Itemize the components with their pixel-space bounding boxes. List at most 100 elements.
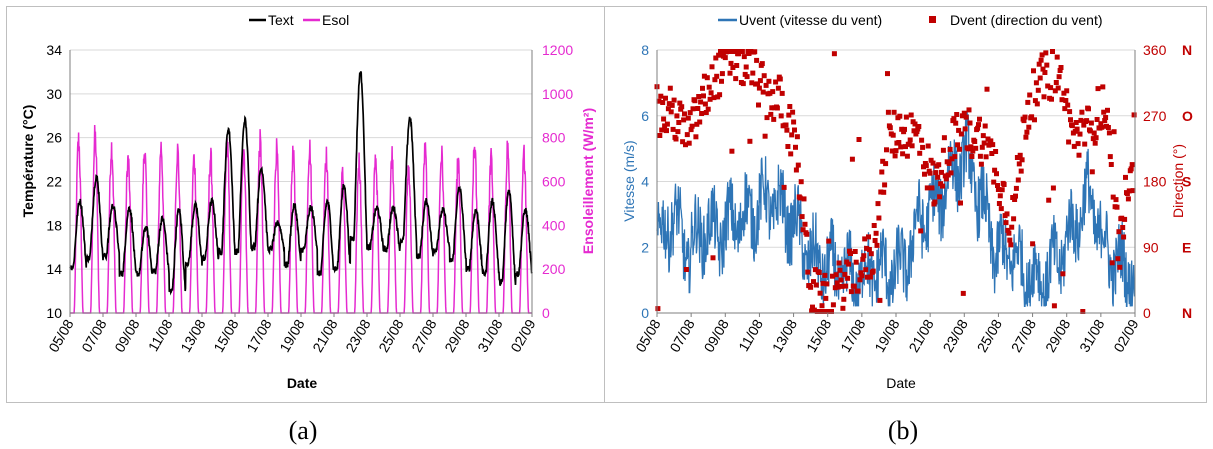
dvent-point xyxy=(1094,117,1100,122)
dvent-point xyxy=(885,71,890,77)
dvent-point xyxy=(683,267,689,272)
dvent-point xyxy=(848,251,853,256)
dvent-point xyxy=(873,230,879,236)
dvent-point xyxy=(1011,216,1017,222)
dvent-point xyxy=(810,304,815,310)
dvent-point xyxy=(1037,75,1043,81)
dvent-point xyxy=(908,112,914,118)
dvent-point xyxy=(859,273,865,279)
dvent-point xyxy=(870,268,876,274)
dvent-point xyxy=(1103,115,1109,120)
dvent-point xyxy=(862,236,868,242)
dvent-point xyxy=(1101,109,1107,115)
dvent-point xyxy=(1109,260,1115,266)
dvent-point xyxy=(676,120,682,125)
dvent-point xyxy=(942,173,948,179)
dvent-point xyxy=(848,289,854,295)
caption-a: (a) xyxy=(289,416,318,445)
dvent-point xyxy=(1013,185,1019,191)
dvent-point xyxy=(696,94,702,99)
dvent-point xyxy=(1046,197,1052,203)
dvent-point xyxy=(1117,264,1123,270)
dvent-point xyxy=(876,215,882,221)
dvent-point xyxy=(855,288,861,294)
dvent-point xyxy=(877,297,883,303)
dvent-point xyxy=(799,214,805,220)
dvent-point xyxy=(902,126,907,132)
dvent-point xyxy=(669,102,675,108)
dvent-point xyxy=(833,272,839,278)
y2-tick-label: 1000 xyxy=(542,86,573,102)
dvent-point xyxy=(866,234,871,240)
dvent-point xyxy=(995,183,1000,188)
dvent-point xyxy=(784,127,790,133)
dvent-point xyxy=(946,160,952,166)
dvent-point xyxy=(1078,117,1084,123)
dvent-point xyxy=(664,128,669,134)
dvent-point xyxy=(920,144,926,150)
dvent-point xyxy=(766,78,772,84)
dvent-point xyxy=(699,111,705,116)
dvent-point xyxy=(1017,152,1023,158)
y2-direction-label: S xyxy=(1182,174,1191,190)
y-tick-label: 10 xyxy=(46,305,62,321)
dvent-point xyxy=(923,163,929,169)
dvent-point xyxy=(1016,161,1022,167)
dvent-point xyxy=(677,100,683,106)
dvent-point xyxy=(837,267,843,273)
dvent-point xyxy=(1050,49,1055,54)
dvent-point xyxy=(1084,118,1090,124)
dvent-point xyxy=(1128,166,1134,172)
dvent-point xyxy=(1089,169,1095,175)
dvent-point xyxy=(690,106,696,112)
dvent-point xyxy=(671,97,677,103)
dvent-point xyxy=(880,158,886,164)
y2-direction-label: O xyxy=(1182,108,1193,124)
dvent-point xyxy=(887,125,893,131)
dvent-point xyxy=(662,123,668,129)
dvent-point xyxy=(947,146,953,152)
dvent-point xyxy=(988,138,994,144)
dvent-point xyxy=(711,95,717,101)
dvent-point xyxy=(674,113,680,119)
dvent-point xyxy=(809,308,815,314)
dvent-point xyxy=(831,51,837,57)
dvent-point xyxy=(918,228,924,234)
dvent-point xyxy=(1048,85,1054,91)
dvent-point xyxy=(657,133,663,138)
dvent-point xyxy=(790,109,796,115)
dvent-point xyxy=(756,85,762,91)
dvent-point xyxy=(795,162,801,168)
dvent-point xyxy=(793,144,798,150)
dvent-point xyxy=(808,284,814,290)
dvent-point xyxy=(811,279,816,285)
dvent-point xyxy=(1045,83,1051,89)
dvent-point xyxy=(739,49,745,54)
dvent-point xyxy=(904,153,910,159)
dvent-point xyxy=(1114,204,1120,210)
dvent-point xyxy=(1030,241,1036,247)
dvent-point xyxy=(668,109,674,115)
dvent-point xyxy=(871,223,877,228)
dvent-point xyxy=(822,272,828,278)
dvent-point xyxy=(969,154,975,159)
dvent-point xyxy=(705,106,711,112)
dvent-point xyxy=(1123,174,1128,180)
dvent-point xyxy=(957,146,962,152)
dvent-point xyxy=(995,187,1001,192)
dvent-point xyxy=(717,92,723,98)
dvent-point xyxy=(800,227,806,233)
dvent-point xyxy=(858,270,864,276)
dvent-point xyxy=(951,116,957,122)
dvent-point xyxy=(762,133,768,139)
y2-tick-label: 90 xyxy=(1143,239,1159,255)
dvent-point xyxy=(824,281,830,287)
dvent-point xyxy=(759,61,765,67)
dvent-point xyxy=(930,160,936,166)
dvent-point xyxy=(734,63,740,68)
y-tick-label: 26 xyxy=(46,130,62,146)
dvent-point xyxy=(804,231,810,237)
series-text-line xyxy=(69,71,533,296)
dvent-point xyxy=(890,132,896,138)
dvent-point xyxy=(962,126,968,132)
